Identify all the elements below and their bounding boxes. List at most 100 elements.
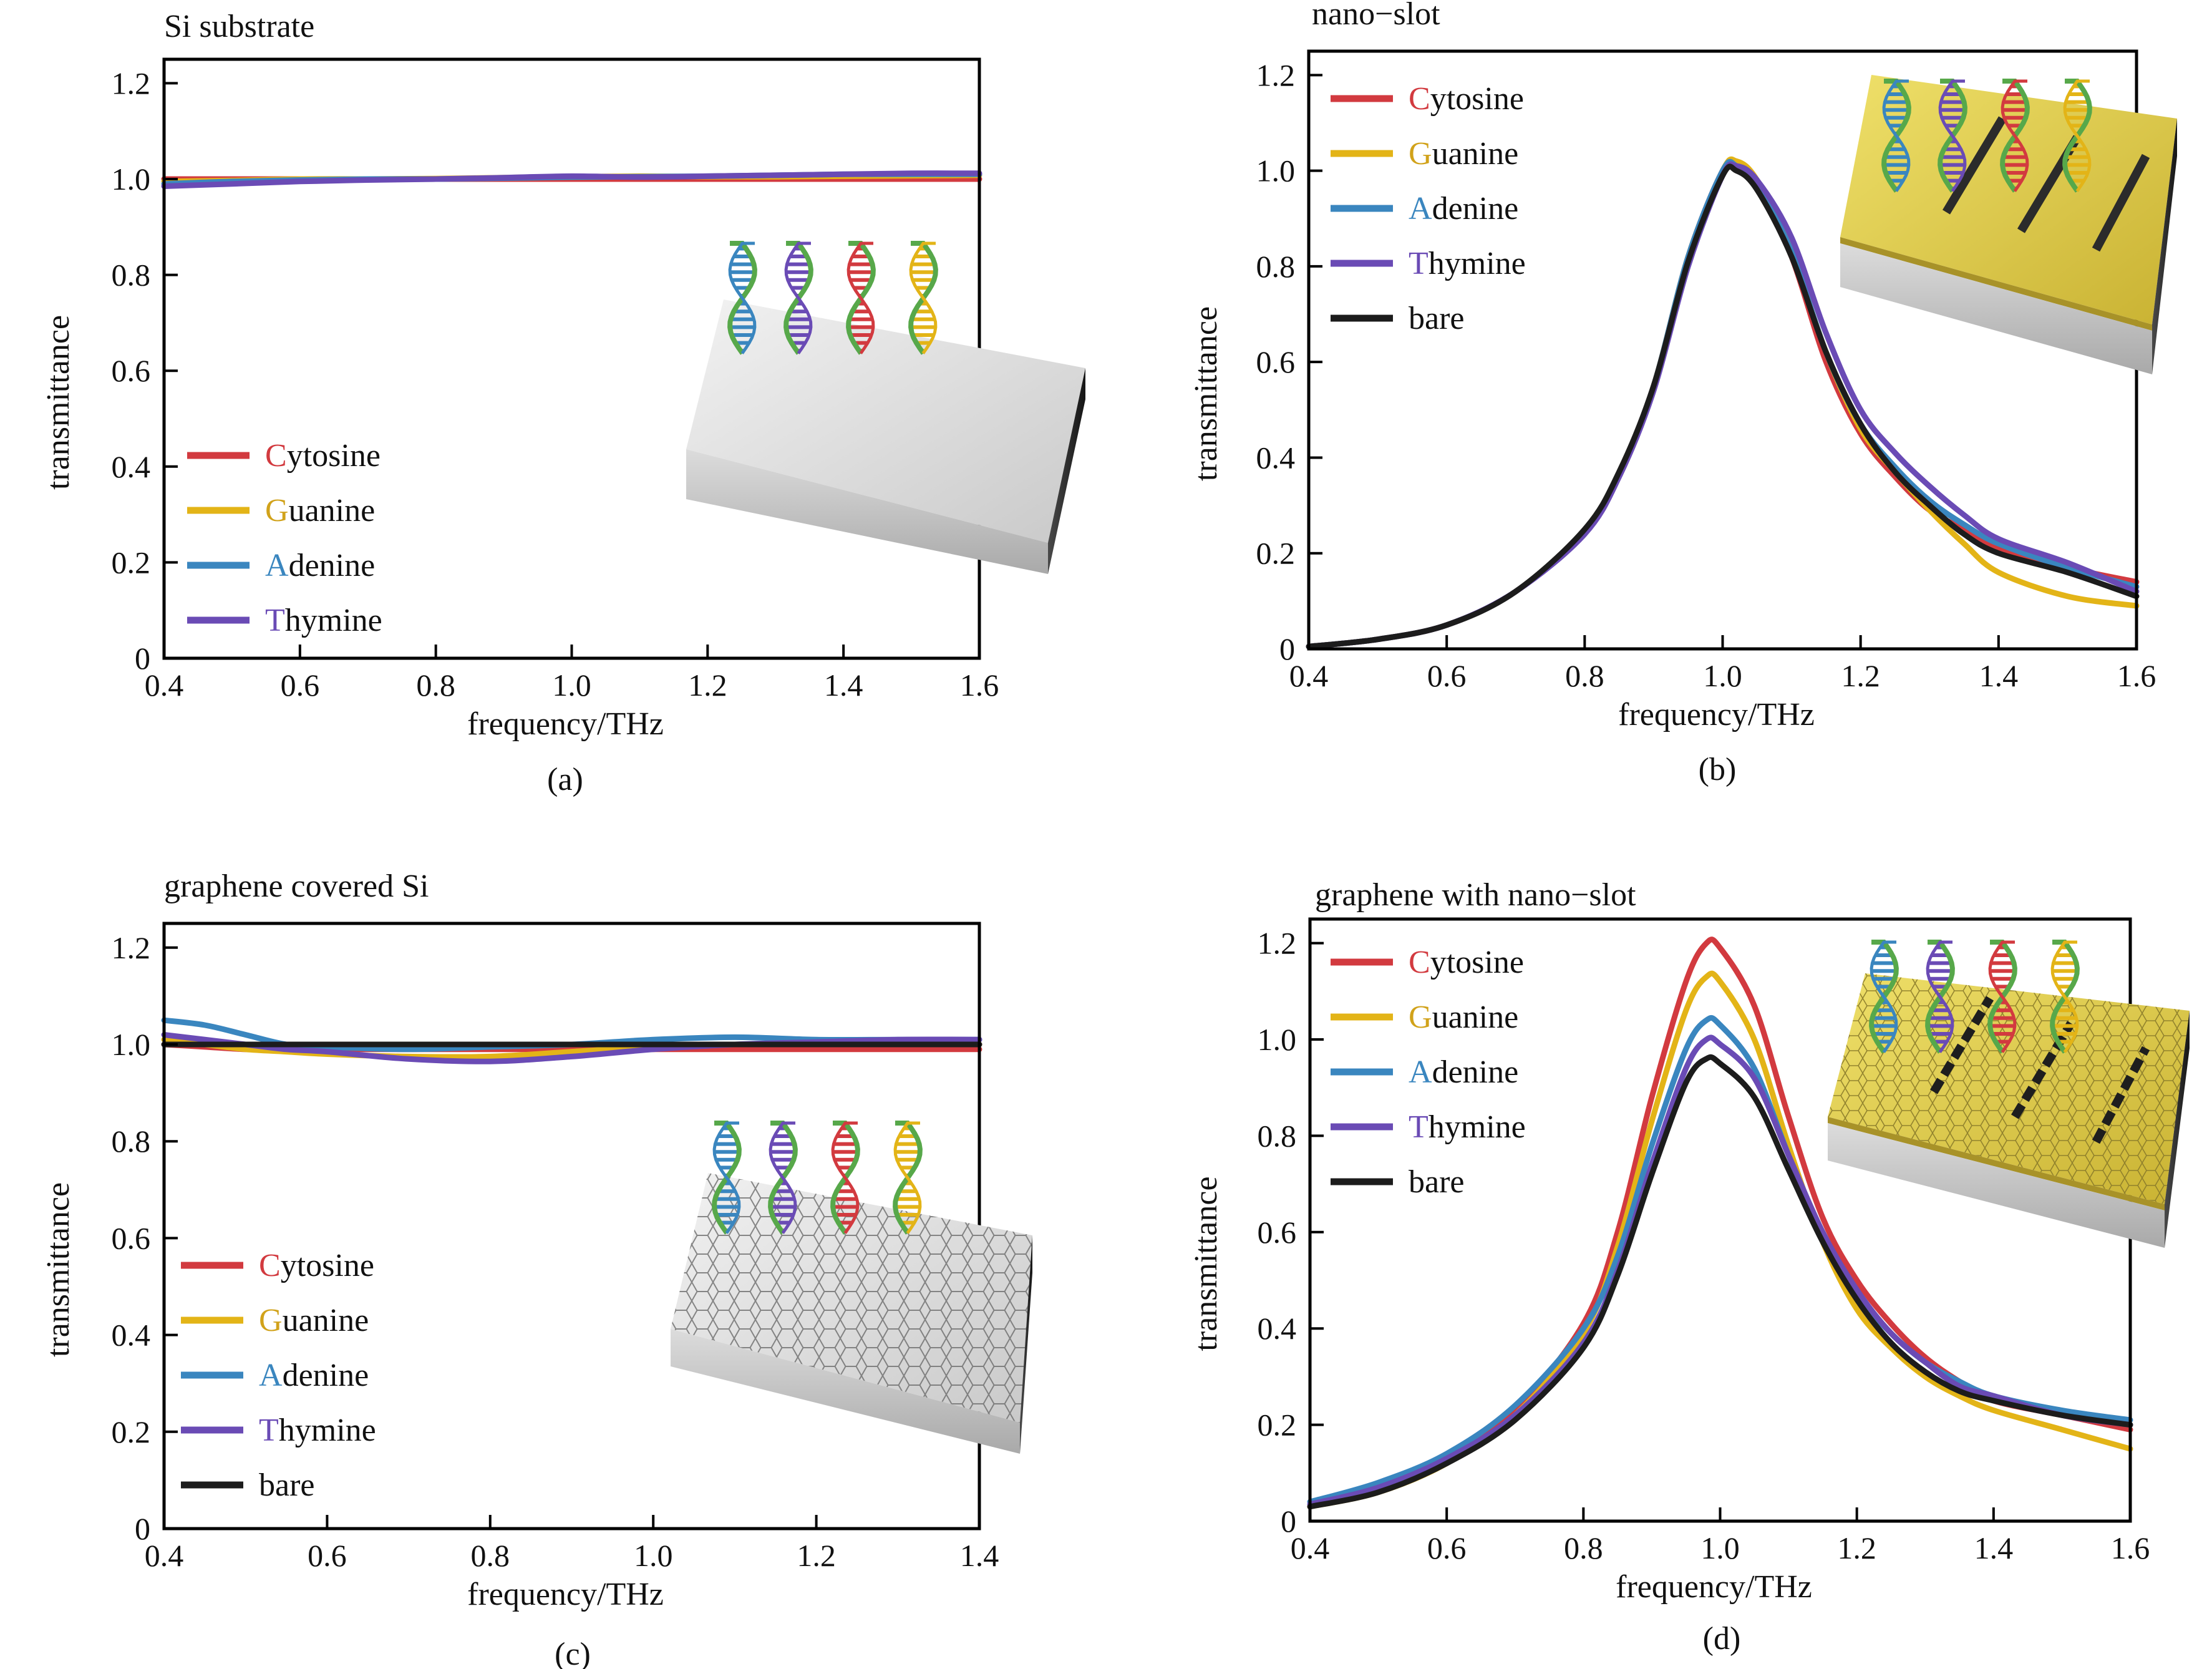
y-tick-label: 0.4 [112,1318,151,1353]
legend-label: Adenine [1409,191,1518,226]
y-tick-label: 0.2 [112,545,151,580]
x-tick-label: 1.2 [797,1538,836,1573]
y-axis-label: transmittance [1188,1176,1224,1351]
si-substrate-block [686,299,1085,574]
dna-strands-illustration [712,1121,923,1235]
y-tick-label: 0.2 [112,1414,151,1449]
legend-label: Guanine [259,1303,369,1338]
x-tick-label: 1.6 [2111,1530,2150,1565]
y-tick-label: 1.2 [1256,57,1296,92]
nano-slot-3 [2092,1046,2150,1144]
dna-helix-2 [783,241,813,355]
legend-label: Thymine [1409,1109,1526,1145]
x-tick-label: 0.6 [1427,1530,1467,1565]
dna-helix-1 [1881,79,1911,193]
legend-label: bare [1409,1164,1464,1200]
dna-helix-4 [908,241,938,355]
panel-c-graphene-covered-si: graphene covered Si 0.4 0.6 0.8 1.0 1.2 1.400… [41,869,1032,1669]
y-tick-label: 0.2 [1256,536,1296,571]
y-tick-label: 1.2 [1258,926,1297,961]
y-tick-label: 0.6 [112,353,151,388]
y-tick-label: 0.4 [1256,440,1296,475]
series-line-bare [1306,163,2140,650]
dna-helix-2 [1938,79,1967,193]
legend-label: bare [1409,301,1464,336]
y-tick-label: 0.8 [1258,1118,1297,1153]
x-tick-label: 0.4 [145,1538,184,1573]
y-axis-label: transmittance [1188,306,1224,481]
x-tick-label: 1.2 [688,668,727,703]
dna-helix-2 [1925,940,1955,1054]
dna-helix-1 [727,241,757,355]
panel-c-title: graphene covered Si [164,869,429,904]
panel-a-title: Si substrate [164,9,314,44]
y-tick-label: 0.4 [1258,1311,1297,1346]
dna-strands-illustration [727,241,938,355]
x-tick-label: 1.0 [552,668,591,703]
panel-c-legend: Cytosine Guanine Adenine Thymine bare [181,1248,376,1503]
y-axis-label: transmittance [41,315,76,490]
x-axis-label: frequency/THz [467,706,664,742]
panel-b-plot-area: 0.4 0.6 0.8 1.0 1.2 1.4 1.6 0 0.2 0.4 0.6 0.8 1.0 1.2… [1188,49,2156,732]
legend-label: Adenine [1409,1054,1518,1090]
legend-item-guanine: Guanine [187,493,375,528]
gold-nano-slot-substrate-block [1840,75,2177,374]
x-tick-label: 0.6 [308,1538,347,1573]
dna-helix-3 [846,241,876,355]
x-tick-label: 0.8 [1565,658,1604,693]
x-tick-label: 0.8 [471,1538,510,1573]
legend-label: Guanine [265,493,375,528]
legend-item-adenine: Adenine [1331,191,1518,226]
x-tick-label: 1.0 [634,1538,673,1573]
x-tick-label: 1.6 [2117,658,2156,693]
panel-a-caption: (a) [547,762,583,797]
panel-d-caption: (d) [1703,1621,1741,1657]
nano-slot-1 [1929,996,1994,1094]
legend-label: Adenine [259,1358,369,1393]
x-tick-label: 1.2 [1837,1530,1876,1565]
y-tick-label: 1.0 [1256,153,1296,188]
panel-a-inset-illustration [686,241,1085,574]
panel-c-caption: (c) [555,1637,591,1669]
x-tick-label: 0.8 [1564,1530,1603,1565]
y-tick-label: 0 [1279,631,1295,666]
y-tick-label: 1.0 [112,1027,151,1062]
legend-label: Thymine [265,603,382,638]
dna-strands-illustration [1869,940,2080,1054]
x-tick-label: 0.8 [416,668,455,703]
legend-label: Cytosine [265,438,381,474]
dna-helix-4 [2062,79,2092,193]
legend-label: Guanine [1409,1000,1518,1035]
legend-item-thymine: Thymine [1331,246,1526,281]
y-tick-label: 0 [135,1511,150,1546]
legend-label: Adenine [265,548,375,583]
panel-b-caption: (b) [1699,752,1737,787]
legend-item-adenine: Adenine [1331,1054,1518,1090]
x-tick-label: 0.4 [145,668,184,703]
legend-item-cytosine: Cytosine [1331,81,1524,117]
legend-label: Thymine [259,1413,376,1448]
y-tick-label: 0.6 [1258,1215,1297,1250]
panel-a-si-substrate: Si substrate 0.4 0.6 0.8 1.0 1.2 1.4 1.6 0 0.2 0.… [41,9,1085,797]
legend-item-guanine: Guanine [1331,1000,1518,1035]
x-tick-label: 1.4 [1974,1530,2014,1565]
panel-d-legend: Cytosine Guanine Adenine Thymine bare [1331,945,1526,1200]
y-tick-label: 0.2 [1258,1408,1297,1443]
series-line-thymine [1307,1034,2133,1507]
panel-d-plot-area: 0.4 0.6 0.8 1.0 1.2 1.4 1.6 0 0.2 0.4 0.6 0.8 1.0 1.2… [1188,917,2150,1605]
x-tick-label: 1.0 [1700,1530,1740,1565]
panel-b-title: nano−slot [1312,0,1440,32]
dna-helix-4 [2050,940,2080,1054]
y-tick-label: 0.6 [1256,344,1296,379]
legend-item-cytosine: Cytosine [181,1248,374,1283]
dna-helix-3 [2000,79,2030,193]
dna-helix-4 [893,1121,923,1235]
legend-item-guanine: Guanine [1331,136,1518,172]
x-tick-label: 1.4 [1979,658,2019,693]
legend-label: Guanine [1409,136,1518,172]
graphene-covered-si-block [671,1173,1032,1454]
y-tick-label: 1.0 [1258,1022,1297,1057]
panel-d-graphene-with-nano-slot: graphene with nano−slot 0.4 0.6 0.8 1.0 1.2 1… [1188,877,2190,1657]
legend-label: Thymine [1409,246,1526,281]
